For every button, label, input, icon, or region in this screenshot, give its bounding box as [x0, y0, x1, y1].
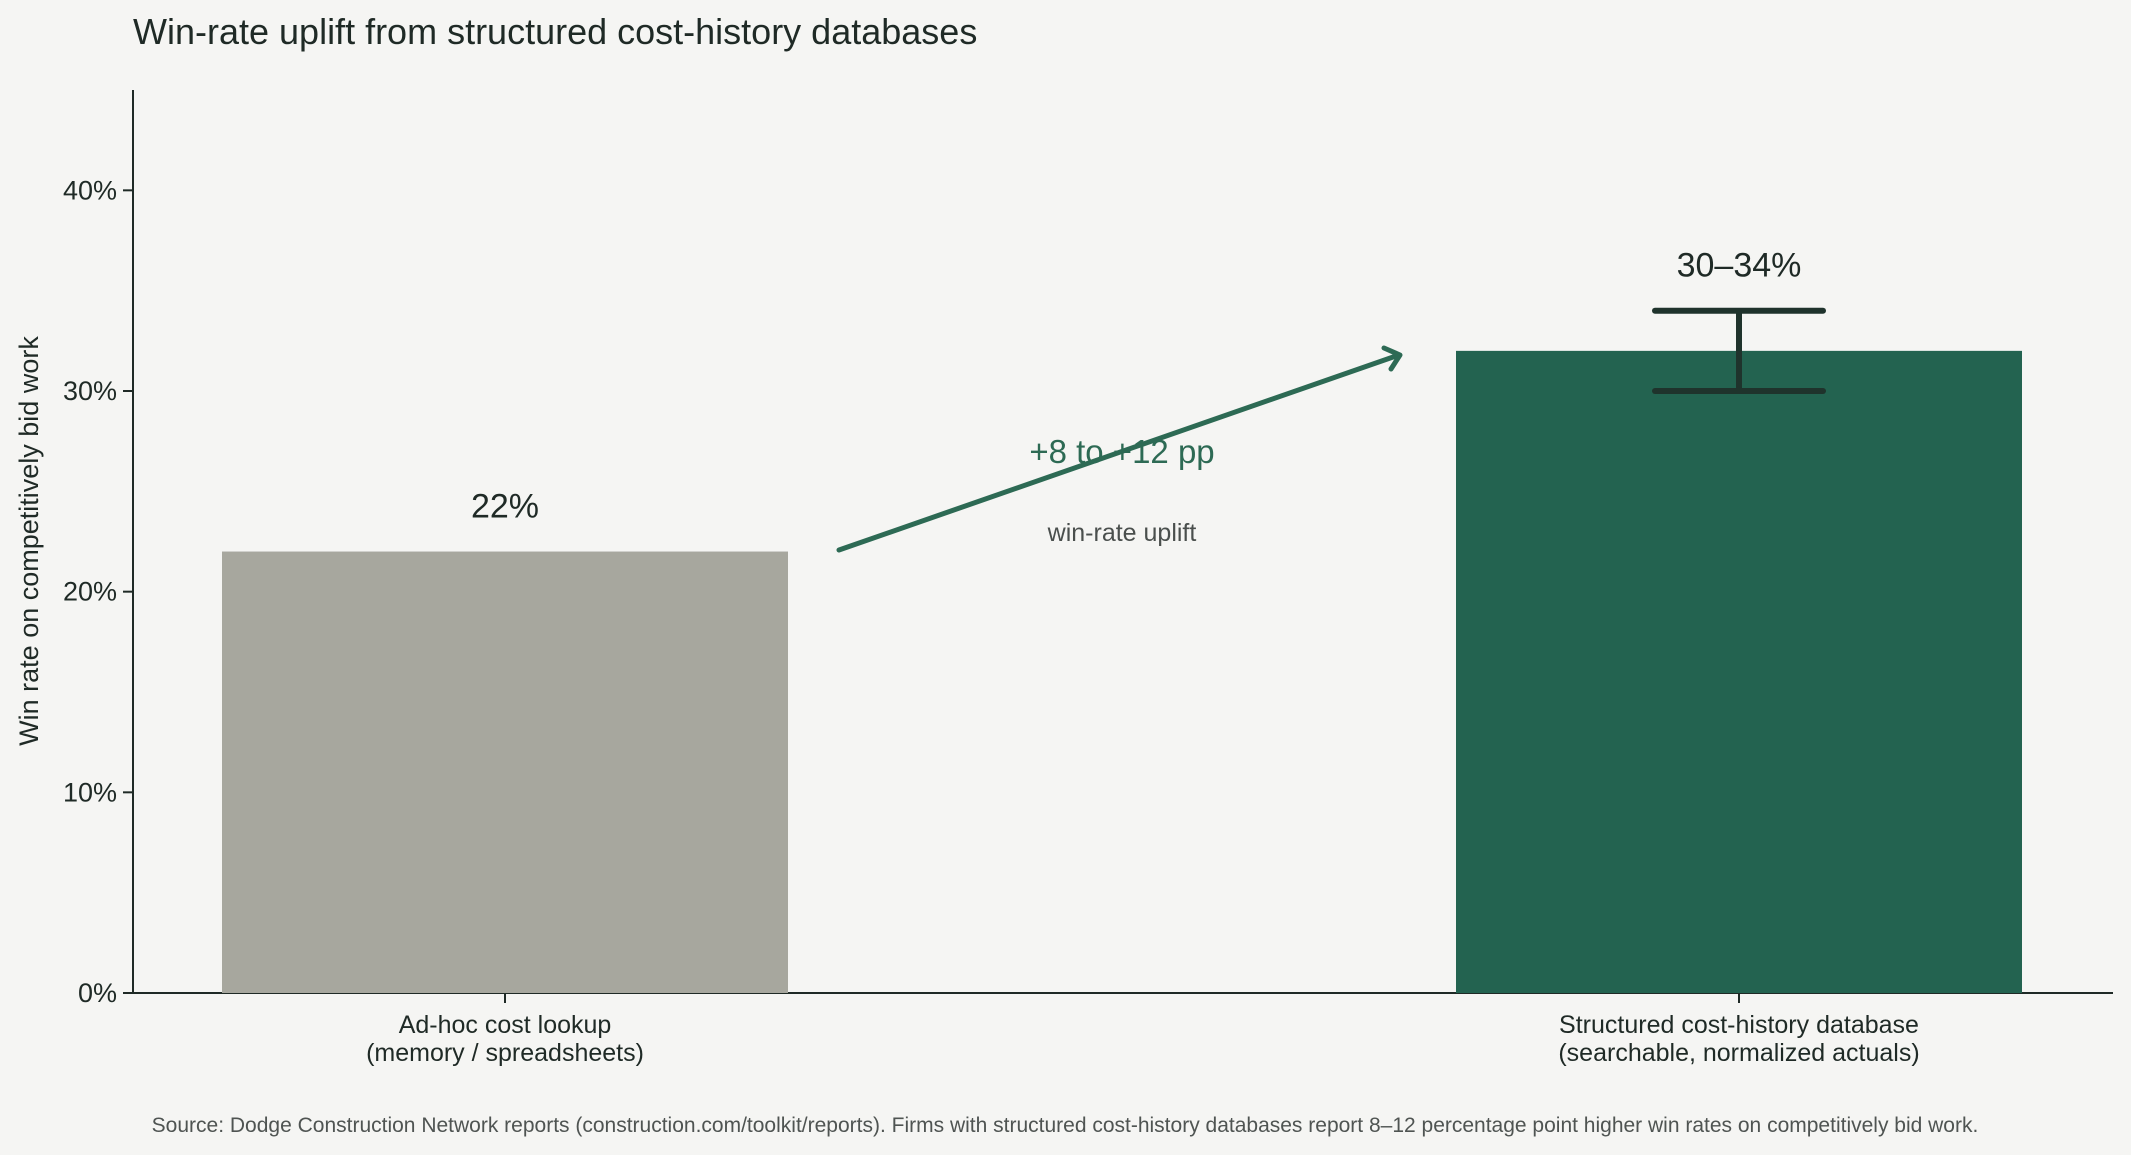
x-tick-label-line2: (memory / spreadsheets) — [366, 1039, 644, 1067]
bar-1 — [222, 551, 788, 993]
source-note: Source: Dodge Construction Network repor… — [152, 1114, 1979, 1137]
y-axis-title: Win rate on competitively bid work — [14, 336, 44, 746]
data-label-1: 22% — [471, 488, 539, 526]
y-tick-label: 30% — [63, 376, 117, 406]
y-tick-label: 20% — [63, 577, 117, 607]
data-label-2: 30–34% — [1677, 247, 1802, 285]
uplift-annotation: +8 to +12 pp win-rate uplift — [836, 345, 1403, 553]
uplift-value: +8 to +12 pp — [1029, 433, 1214, 470]
x-ticks: Ad-hoc cost lookup(memory / spreadsheets… — [366, 993, 1920, 1067]
uplift-arrow-head — [1381, 345, 1403, 372]
bar-2 — [1456, 350, 2022, 993]
y-tick-label: 40% — [63, 175, 117, 205]
bars — [222, 350, 2022, 993]
x-tick-label-line1: Structured cost-history database — [1559, 1011, 1919, 1039]
data-labels: 22% 30–34% — [471, 247, 1801, 526]
y-tick-label: 0% — [78, 978, 117, 1008]
uplift-arrow — [836, 353, 1399, 553]
x-tick-label-line2: (searchable, normalized actuals) — [1558, 1039, 1919, 1067]
y-ticks: 0% 10% 20% 30% 40% — [63, 175, 133, 1008]
chart-title: Win-rate uplift from structured cost-his… — [133, 11, 977, 52]
x-tick-label-line1: Ad-hoc cost lookup — [399, 1011, 612, 1039]
error-bars — [1652, 307, 1826, 394]
uplift-caption: win-rate uplift — [1047, 519, 1197, 547]
y-tick-label: 10% — [63, 777, 117, 807]
